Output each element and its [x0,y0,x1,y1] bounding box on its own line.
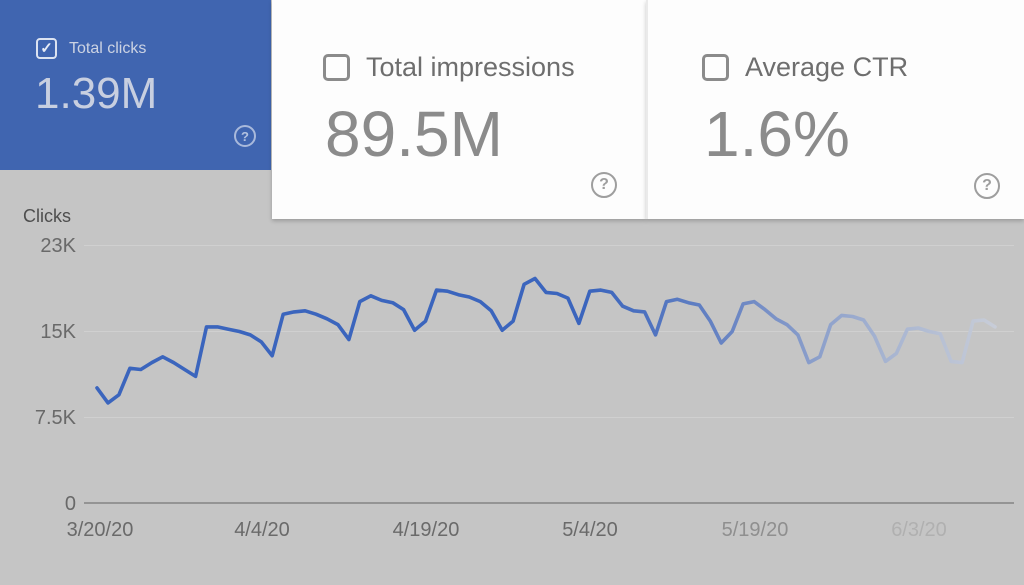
total-impressions-checkbox[interactable] [323,54,350,81]
gridline-23k [84,245,1014,246]
metric-card-total-impressions[interactable]: Total impressions 89.5M ? [272,0,646,219]
y-axis-title: Clicks [23,206,71,226]
clicks-trend-line [95,276,997,405]
y-tick-0: 0 [64,493,76,515]
question-mark-glyph: ? [241,128,249,144]
average-ctr-value: 1.6% [704,98,850,170]
x-tick-5-19-20: 5/19/20 [721,519,789,541]
y-tick-15k: 15K [40,321,76,343]
metric-card-total-clicks[interactable]: ✓ Total clicks 1.39M ? [0,0,271,170]
average-ctr-label: Average CTR [745,52,909,82]
x-tick-3-20-20: 3/20/20 [66,519,134,541]
total-clicks-checkbox[interactable]: ✓ [36,38,57,59]
y-tick-7-5k: 7.5K [34,407,76,429]
help-icon[interactable]: ? [591,172,617,198]
checkmark-icon: ✓ [40,40,53,57]
x-tick-4-19-20: 4/19/20 [392,519,460,541]
average-ctr-checkbox[interactable] [702,54,729,81]
x-tick-5-4-20: 5/4/20 [562,519,618,541]
question-mark-glyph: ? [982,177,992,194]
gridline-15k [84,331,1014,332]
gridline-7-5k [84,417,1014,418]
metric-card-average-ctr[interactable]: Average CTR 1.6% ? [646,0,1024,219]
help-icon[interactable]: ? [974,173,1000,199]
question-mark-glyph: ? [599,176,609,193]
total-impressions-value: 89.5M [325,98,503,170]
x-tick-4-4-20: 4/4/20 [234,519,290,541]
total-clicks-value: 1.39M [35,69,158,118]
x-tick-6-3-20: 6/3/20 [891,519,947,541]
x-axis-line [84,502,1014,504]
total-impressions-label: Total impressions [366,52,575,82]
total-clicks-label: Total clicks [69,39,147,57]
y-tick-23k: 23K [40,235,76,257]
help-icon[interactable]: ? [234,125,256,147]
